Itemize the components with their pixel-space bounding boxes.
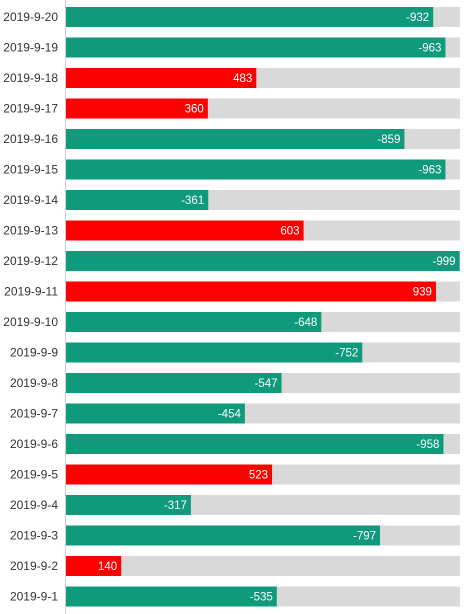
bar bbox=[66, 98, 208, 119]
value-label: 603 bbox=[280, 226, 299, 238]
value-label: 523 bbox=[249, 470, 268, 482]
category-label: 2019-9-14 bbox=[3, 193, 58, 207]
bar bbox=[66, 190, 209, 210]
category-label: 2019-9-7 bbox=[10, 407, 58, 421]
bar bbox=[66, 495, 191, 515]
value-label: 360 bbox=[185, 104, 204, 116]
category-label: 2019-9-1 bbox=[10, 590, 58, 604]
value-label: -932 bbox=[406, 12, 429, 24]
value-label: -859 bbox=[377, 134, 400, 146]
bar bbox=[66, 434, 444, 454]
value-label: -361 bbox=[181, 195, 204, 207]
category-label: 2019-9-9 bbox=[10, 346, 58, 360]
bar bbox=[66, 403, 245, 424]
value-label: -958 bbox=[416, 439, 439, 451]
value-label: 140 bbox=[98, 561, 117, 573]
category-label: 2019-9-15 bbox=[3, 163, 58, 177]
category-label: 2019-9-19 bbox=[3, 41, 58, 55]
category-label: 2019-9-20 bbox=[3, 10, 58, 24]
bar bbox=[66, 373, 282, 393]
bar bbox=[66, 220, 304, 241]
category-label: 2019-9-8 bbox=[10, 376, 58, 390]
bar bbox=[66, 37, 446, 58]
value-label: 483 bbox=[233, 73, 252, 85]
category-label: 2019-9-12 bbox=[3, 254, 58, 268]
bar-track bbox=[66, 556, 460, 576]
bar bbox=[66, 7, 434, 27]
category-label: 2019-9-6 bbox=[10, 437, 58, 451]
value-label: -963 bbox=[418, 165, 441, 177]
category-label: 2019-9-11 bbox=[4, 285, 58, 299]
value-label: -535 bbox=[250, 592, 273, 604]
bar bbox=[66, 159, 446, 180]
category-label: 2019-9-13 bbox=[3, 224, 58, 238]
bar bbox=[66, 281, 436, 302]
value-label: -797 bbox=[353, 531, 376, 543]
value-label: -999 bbox=[433, 256, 456, 268]
bar bbox=[66, 525, 381, 546]
category-label: 2019-9-18 bbox=[3, 71, 58, 85]
bar bbox=[66, 251, 460, 271]
category-label: 2019-9-16 bbox=[3, 132, 58, 146]
category-label: 2019-9-5 bbox=[10, 468, 58, 482]
bar bbox=[66, 68, 257, 88]
bar bbox=[66, 342, 363, 363]
category-label: 2019-9-10 bbox=[3, 315, 58, 329]
bar bbox=[66, 464, 273, 485]
category-label: 2019-9-4 bbox=[10, 498, 58, 512]
bar bbox=[66, 312, 322, 332]
category-label: 2019-9-3 bbox=[10, 529, 58, 543]
value-label: -752 bbox=[335, 348, 358, 360]
value-label: -963 bbox=[418, 43, 441, 55]
value-label: -547 bbox=[254, 378, 277, 390]
value-label: -454 bbox=[218, 409, 242, 421]
bar bbox=[66, 556, 122, 576]
bar bbox=[66, 586, 277, 607]
bar bbox=[66, 129, 405, 149]
value-label: -317 bbox=[164, 500, 187, 512]
value-label: -648 bbox=[294, 317, 317, 329]
category-label: 2019-9-17 bbox=[3, 102, 58, 116]
category-label: 2019-9-2 bbox=[10, 559, 58, 573]
value-label: 939 bbox=[413, 287, 432, 299]
